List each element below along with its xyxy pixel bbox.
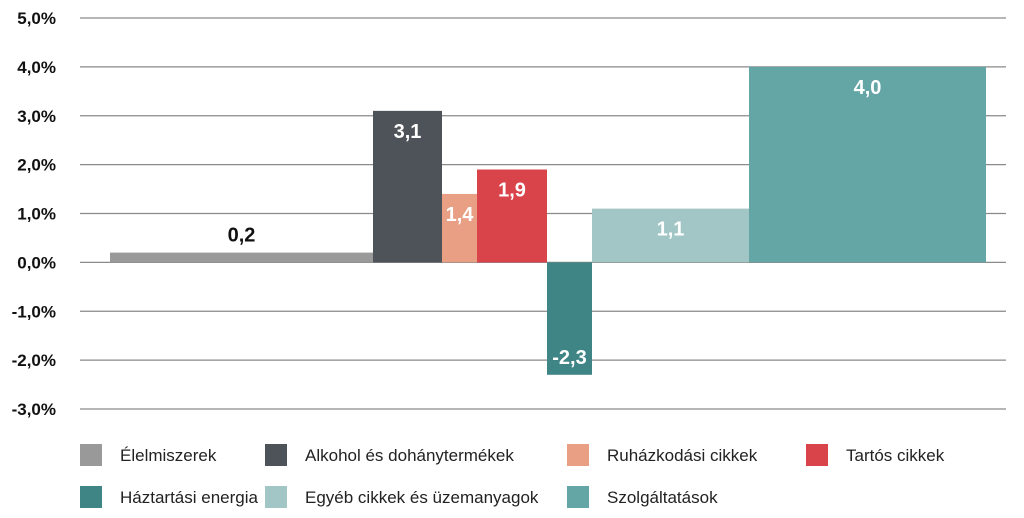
data-label: 1,4 <box>446 204 475 226</box>
data-label: 0,2 <box>228 225 256 247</box>
legend-label: Szolgáltatások <box>607 488 718 507</box>
y-tick-label: 0,0% <box>17 253 56 272</box>
data-label: 1,1 <box>657 219 685 241</box>
y-tick-label: 2,0% <box>17 156 56 175</box>
legend-swatch <box>265 444 287 466</box>
legend-label: Élelmiszerek <box>120 446 217 465</box>
bar <box>110 252 373 263</box>
y-axis: 5,0% 4,0% 3,0% 2,0% 1,0% 0,0% -1,0% -2,0% -3,0% <box>12 9 56 419</box>
legend-swatch <box>265 486 287 508</box>
y-tick-label: -2,0% <box>12 351 56 370</box>
legend-swatch <box>567 486 589 508</box>
y-tick-label: -1,0% <box>12 302 56 321</box>
bars <box>110 66 986 375</box>
bar <box>749 66 986 263</box>
y-tick-label: 4,0% <box>17 58 56 77</box>
y-tick-label: 3,0% <box>17 107 56 126</box>
legend-label: Háztartási energia <box>120 488 259 507</box>
bar <box>477 169 547 263</box>
legend-swatch <box>80 486 102 508</box>
legend-label: Tartós cikkek <box>846 446 945 465</box>
data-label: 1,9 <box>498 180 526 202</box>
legend-label: Ruházkodási cikkek <box>607 446 758 465</box>
y-tick-label: 5,0% <box>17 9 56 28</box>
legend-swatch <box>806 444 828 466</box>
legend-swatch <box>567 444 589 466</box>
bar <box>592 208 749 263</box>
data-label: 3,1 <box>394 121 422 143</box>
bar <box>373 110 442 263</box>
legend-label: Alkohol és dohánytermékek <box>305 446 514 465</box>
legend-label: Egyéb cikkek és üzemanyagok <box>305 488 539 507</box>
legend-swatch <box>80 444 102 466</box>
data-labels: 0,2 3,1 1,4 1,9 -2,3 1,1 4,0 <box>228 77 882 369</box>
y-tick-label: 1,0% <box>17 205 56 224</box>
bar <box>547 262 592 375</box>
data-label: -2,3 <box>552 347 586 369</box>
bar <box>442 193 477 263</box>
legend: Élelmiszerek Alkohol és dohánytermékek Ruh… <box>80 444 945 508</box>
data-label: 4,0 <box>854 77 882 99</box>
y-tick-label: -3,0% <box>12 400 56 419</box>
